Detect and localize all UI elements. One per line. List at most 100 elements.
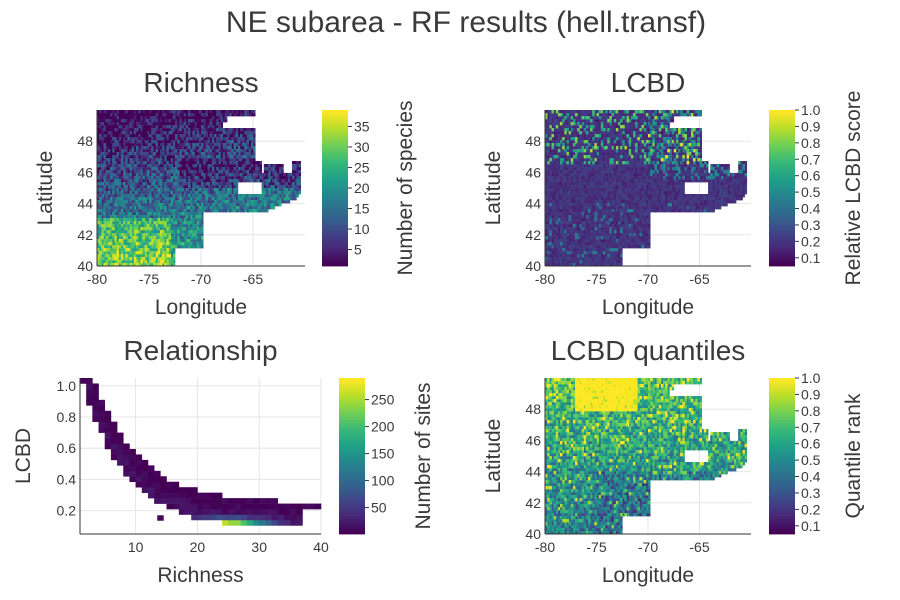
colorbar-segment <box>769 227 795 230</box>
y-tick-label: 1.0 <box>57 378 77 394</box>
colorbar-tick-label: 50 <box>371 500 387 516</box>
heatmap-cells <box>103 218 204 267</box>
y-tick-label: 48 <box>525 133 541 149</box>
histogram-bin <box>283 503 291 510</box>
colorbar-segment <box>769 219 795 223</box>
heatmap-cells <box>551 110 698 153</box>
histogram-bin <box>129 465 136 472</box>
x-tick-label: -65 <box>689 539 709 555</box>
histogram-bin <box>92 399 99 406</box>
histogram-bin <box>203 503 211 510</box>
x-tick-label: 20 <box>190 539 206 555</box>
colorbar-segment <box>339 409 365 413</box>
colorbar-segment <box>769 242 795 246</box>
histogram-bin <box>123 443 130 450</box>
colorbar-segment <box>322 154 348 158</box>
colorbar-segment <box>769 482 795 485</box>
histogram-bin <box>215 492 223 499</box>
colorbar-segment <box>322 247 348 251</box>
histogram-bin <box>259 509 266 515</box>
colorbar-segment <box>339 401 365 405</box>
colorbar-segment <box>339 466 365 470</box>
colorbar-segment <box>769 180 795 184</box>
histogram-bin <box>92 394 99 401</box>
colorbar-segment <box>769 154 795 158</box>
colorbar-segment <box>769 458 795 462</box>
heatmap-cells <box>545 450 741 532</box>
histogram-bin <box>123 448 130 455</box>
histogram-bin <box>271 519 279 526</box>
heatmap-cells <box>97 218 169 264</box>
histogram-bin <box>92 416 99 422</box>
histogram-bin <box>259 514 266 521</box>
colorbar-segment <box>769 221 795 225</box>
heatmap-cells <box>671 110 675 114</box>
histogram-bin <box>166 498 173 504</box>
y-tick-label: 0.8 <box>57 409 77 425</box>
colorbar-tick-label: 0.3 <box>801 217 821 233</box>
colorbar-segment <box>339 487 365 491</box>
histogram-bin <box>166 503 173 510</box>
heatmap-cells <box>97 188 302 246</box>
colorbar-segment <box>339 531 365 535</box>
colorbar-segment <box>769 167 795 171</box>
histogram-bin <box>215 498 223 504</box>
colorbar-segment <box>322 219 348 223</box>
histogram-bin <box>147 470 155 477</box>
colorbar-tick-label: 35 <box>354 118 370 134</box>
histogram-bin <box>259 503 266 510</box>
histogram-bin <box>80 378 87 384</box>
colorbar-segment <box>339 417 365 420</box>
colorbar-segment <box>339 404 365 407</box>
colorbar-segment <box>322 146 348 150</box>
colorbar-segment <box>322 208 348 212</box>
colorbar-segment <box>769 120 795 124</box>
histogram-bin <box>110 448 118 455</box>
histogram-bin <box>178 487 186 493</box>
histogram-bin <box>265 519 272 526</box>
colorbar-segment <box>339 440 365 444</box>
histogram-bin <box>246 503 254 510</box>
histogram-bin <box>246 519 254 526</box>
histogram-bin <box>265 498 272 504</box>
histogram-bin <box>154 492 161 499</box>
colorbar-tick-label: 100 <box>371 473 395 489</box>
y-tick-label: 46 <box>525 432 541 448</box>
colorbar-label: Relative LCBD score <box>842 91 865 286</box>
heatmap-cells <box>545 384 748 523</box>
histogram-bin <box>209 498 217 504</box>
colorbar-segment <box>769 146 795 150</box>
colorbar-segment <box>322 198 348 202</box>
y-tick-label: 44 <box>77 196 93 212</box>
histogram-bin <box>296 519 303 526</box>
colorbar-segment <box>322 167 348 171</box>
colorbar-segment <box>339 383 365 387</box>
colorbar-segment <box>769 151 795 155</box>
colorbar-segment <box>322 227 348 230</box>
colorbar-tick-label: 0.1 <box>801 250 821 266</box>
x-tick-label: 40 <box>313 539 329 555</box>
colorbar-segment <box>339 505 365 509</box>
histogram-bin <box>209 509 217 515</box>
colorbar-segment <box>339 500 365 504</box>
histogram-bin <box>277 514 285 521</box>
histogram-bin <box>253 503 260 510</box>
colorbar-segment <box>769 123 795 126</box>
colorbar-segment <box>769 216 795 220</box>
histogram-bin <box>203 498 211 504</box>
colorbar-segment <box>322 182 348 186</box>
histogram-bin <box>117 432 124 439</box>
colorbar-tick-label: 0.5 <box>801 452 821 468</box>
colorbar-segment <box>322 193 348 197</box>
histogram-bin <box>259 519 266 526</box>
x-tick-label: -65 <box>689 271 709 287</box>
histogram-bin <box>98 421 106 428</box>
histogram-bin <box>104 410 112 417</box>
colorbar-segment <box>322 133 348 137</box>
y-tick-label: 42 <box>77 227 93 243</box>
histogram-bin <box>240 498 248 504</box>
histogram-bin <box>104 427 112 433</box>
colorbar-segment <box>322 151 348 155</box>
histogram-bin <box>240 509 248 515</box>
x-tick-label: -80 <box>535 271 555 287</box>
